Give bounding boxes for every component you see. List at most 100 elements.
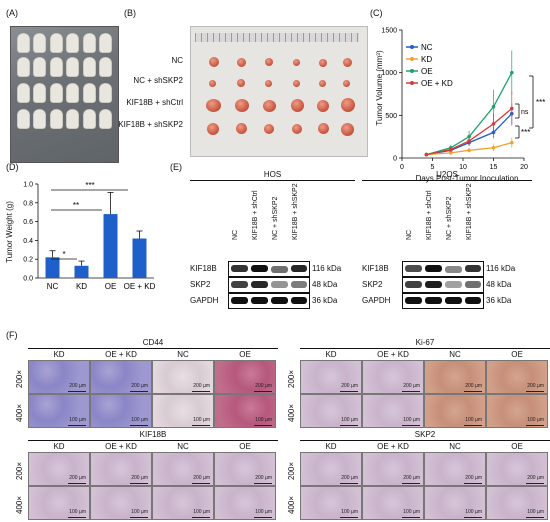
scale-bar	[192, 391, 210, 392]
ihc-panel: CD44 KD OE + KD NC OE 200× 200 µm 200 µm 200 µm 2…	[0, 338, 550, 521]
ihc-block-0: CD44 KD OE + KD NC OE 200× 200 µm 200 µm 200 µm 2…	[14, 338, 278, 430]
scale-bar	[340, 483, 358, 484]
ihc-title-1: Ki-67	[415, 338, 435, 347]
ihc-mag-2-0: 200×	[15, 461, 24, 480]
scale-bar-label: 200 µm	[193, 383, 210, 389]
scale-bar	[68, 425, 86, 426]
u2os-prot-2: SKP2	[362, 280, 383, 289]
c-xtick-label-3: 15	[490, 164, 498, 171]
ihc-image-1-0-0: 200 µm	[300, 360, 362, 394]
mice-photo	[10, 26, 119, 163]
blot-hos: HOS NC KIF18B + shCtrl NC + shSKP2 KIF18…	[190, 168, 360, 328]
c-xtick-label-0: 0	[400, 164, 404, 171]
scale-bar-label: 100 µm	[193, 509, 210, 515]
c-ylabel: Tumor Volume (mm³)	[375, 50, 384, 126]
ihc-image-1-0-2: 200 µm	[424, 360, 486, 394]
c-point-3-3	[491, 122, 496, 126]
scale-bar-label: 100 µm	[527, 509, 544, 515]
u2os-prot-1: KIF18B	[362, 264, 389, 273]
c-xtick-label-4: 20	[520, 164, 528, 171]
hos-lane-1: NC	[232, 229, 239, 240]
scale-bar	[254, 483, 272, 484]
scale-bar	[402, 517, 420, 518]
scale-bar-label: 100 µm	[69, 509, 86, 515]
tumor-volume-line-chart: Tumor Volume (mm³) Days Post-Tumor Inocu…	[375, 28, 545, 184]
scale-bar	[402, 391, 420, 392]
c-point-3-0	[424, 152, 429, 157]
d-annot-1: *	[62, 250, 65, 259]
panel-b-row-nc-shskp2: NC + shSKP2	[133, 76, 183, 85]
scale-bar	[402, 425, 420, 426]
hos-size-3: 36 kDa	[312, 296, 338, 305]
scale-bar	[340, 517, 358, 518]
c-xtick-label-2: 10	[459, 164, 467, 171]
c-xlabel: Days Post-Tumor Inoculation	[416, 174, 519, 183]
ihc-col-3-3: OE	[511, 442, 523, 451]
panel-label-c: (C)	[370, 8, 383, 18]
ihc-mag-3-0: 200×	[287, 461, 296, 480]
ihc-image-0-1-3: 100 µm	[214, 394, 276, 428]
legend-kd: KD	[406, 55, 432, 64]
scale-bar	[130, 391, 148, 392]
u2os-size-1: 116 kDa	[486, 264, 516, 273]
c-point-3-4	[510, 106, 514, 111]
ihc-image-2-1-2: 100 µm	[152, 486, 214, 520]
ihc-col-2-3: OE	[239, 442, 251, 451]
scale-bar	[254, 425, 272, 426]
d-annot-2: **	[73, 201, 79, 210]
d-bar-3	[132, 238, 147, 278]
panel-b-row-kif18b-shctrl: KIF18B + shCtrl	[126, 98, 183, 107]
scale-bar	[192, 483, 210, 484]
scale-bar	[192, 425, 210, 426]
scale-bar-label: 100 µm	[131, 509, 148, 515]
ihc-col-3-2: NC	[449, 442, 461, 451]
scale-bar-label: 100 µm	[527, 417, 544, 423]
scale-bar	[340, 425, 358, 426]
ihc-col-1-1: OE + KD	[377, 350, 409, 359]
ihc-title-0: CD44	[142, 338, 164, 347]
scale-bar-label: 100 µm	[341, 509, 358, 515]
ihc-image-2-0-1: 200 µm	[90, 452, 152, 486]
d-category-label-2: OE	[105, 282, 117, 291]
d-ytick-label-4: 0.8	[23, 200, 33, 207]
ihc-image-1-0-3: 200 µm	[486, 360, 548, 394]
ihc-image-3-0-2: 200 µm	[424, 452, 486, 486]
panel-label-f: (F)	[6, 330, 18, 340]
scale-bar	[130, 517, 148, 518]
ihc-mag-3-1: 400×	[287, 495, 296, 514]
panel-b-row-kif18b-shskp2: KIF18B + shSKP2	[118, 120, 183, 129]
ihc-image-0-0-3: 200 µm	[214, 360, 276, 394]
ihc-image-3-1-3: 100 µm	[486, 486, 548, 520]
ihc-image-3-1-1: 100 µm	[362, 486, 424, 520]
c-ytick-label-2: 1000	[381, 70, 397, 77]
scale-bar-label: 200 µm	[131, 383, 148, 389]
scale-bar-label: 100 µm	[131, 417, 148, 423]
ihc-image-3-1-2: 100 µm	[424, 486, 486, 520]
panel-b-row-nc: NC	[171, 56, 183, 65]
ihc-block-1: Ki-67 KD OE + KD NC OE 200× 200 µm 200 µm 200 µm…	[286, 338, 550, 430]
d-bar-0	[45, 257, 60, 278]
d-category-label-3: OE + KD	[124, 282, 156, 291]
ihc-col-3-0: KD	[325, 442, 337, 451]
u2os-prot-3: GAPDH	[362, 296, 391, 305]
legend-nc-label: NC	[421, 43, 433, 52]
ihc-title-3: SKP2	[414, 430, 436, 439]
ihc-image-0-0-0: 200 µm	[28, 360, 90, 394]
ihc-mag-1-1: 400×	[287, 403, 296, 422]
d-category-label-0: NC	[47, 282, 59, 291]
legend-oekd: OE + KD	[406, 79, 453, 88]
c-ytick-label-1: 500	[385, 113, 397, 120]
scale-bar-label: 200 µm	[403, 475, 420, 481]
scale-bar-label: 100 µm	[69, 417, 86, 423]
d-significance: * ** ***	[51, 181, 128, 260]
d-ytick-label-2: 0.4	[23, 238, 33, 245]
scale-bar-label: 200 µm	[465, 383, 482, 389]
panel-label-a: (A)	[6, 8, 18, 18]
ihc-image-3-1-0: 100 µm	[300, 486, 362, 520]
blot-u2os: U2OS NC KIF18B + shCtrl NC + shSKP2 KIF1…	[362, 168, 544, 328]
scale-bar	[68, 517, 86, 518]
panel-label-d: (D)	[6, 162, 19, 172]
u2os-lane-1: NC	[406, 229, 413, 240]
ihc-image-0-1-1: 100 µm	[90, 394, 152, 428]
ihc-col-0-0: KD	[53, 350, 65, 359]
